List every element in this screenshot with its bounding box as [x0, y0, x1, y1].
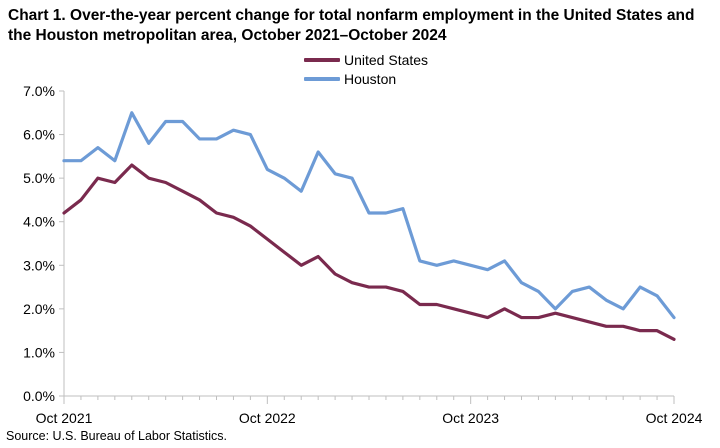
y-tick-label: 1.0%	[23, 344, 55, 360]
y-tick-label: 4.0%	[23, 214, 55, 230]
chart-title: Chart 1. Over-the-year percent change fo…	[8, 7, 695, 44]
series-line-united-states	[62, 163, 676, 341]
legend-label-houston: Houston	[344, 70, 397, 87]
x-tick-label: Oct 2022	[239, 410, 296, 426]
y-tick-label: 5.0%	[23, 170, 55, 186]
series-lines	[62, 111, 676, 341]
x-tick-label: Oct 2024	[646, 410, 703, 426]
source-note: Source: U.S. Bureau of Labor Statistics.	[6, 429, 227, 443]
legend-swatch-houston	[304, 76, 340, 81]
x-tick-label: Oct 2023	[442, 410, 499, 426]
y-tick-label: 2.0%	[23, 301, 55, 317]
x-tick-label: Oct 2021	[36, 410, 93, 426]
legend-item-houston: Houston	[304, 69, 428, 88]
axes: 0.0% 1.0% 2.0% 3.0% 4.0% 5.0% 6.0% 7.0% Oct 2021…	[23, 83, 703, 426]
y-tick-label: 7.0%	[23, 83, 55, 99]
legend-swatch-united-states	[304, 57, 340, 62]
legend-label-united-states: United States	[344, 51, 429, 68]
y-tick-label: 0.0%	[23, 388, 55, 404]
y-tick-label: 6.0%	[23, 127, 55, 143]
legend: United States Houston	[304, 50, 428, 88]
legend-item-united-states: United States	[304, 50, 428, 69]
y-tick-label: 3.0%	[23, 257, 55, 273]
